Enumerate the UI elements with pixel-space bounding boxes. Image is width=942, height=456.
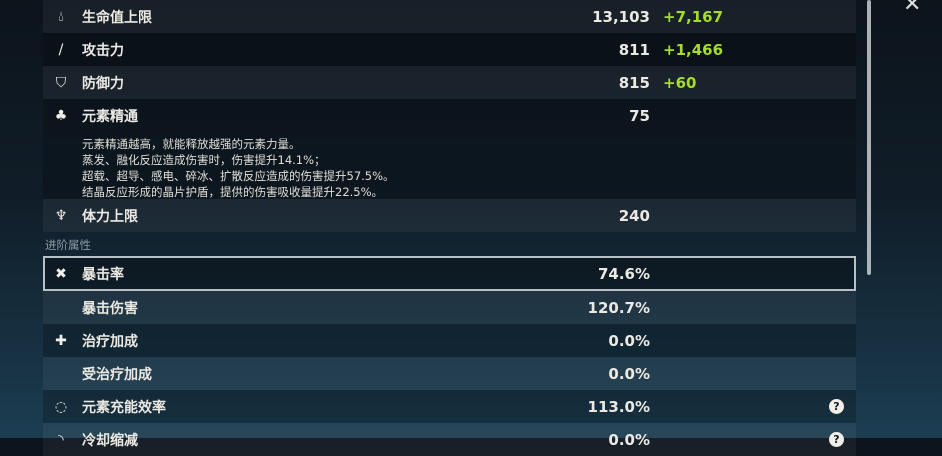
scrollbar[interactable] [867,0,871,275]
stat-label: 攻击力 [82,42,124,59]
stamina-icon: ♆ [54,207,68,224]
stat-row-energy-recharge[interactable]: ◌ 元素充能效率 113.0% ? [43,390,856,423]
character-attributes-panel: 💧︎ 生命值上限 13,103 +7,167 / 攻击力 811 +1,466 … [43,0,856,456]
shield-icon: ⛉ [55,74,67,91]
stat-value: 113.0% [587,397,650,416]
stat-row-incoming-healing[interactable]: 受治疗加成 0.0% [43,357,856,390]
stat-label: 暴击伤害 [82,300,138,317]
stat-row-def[interactable]: ⛉ 防御力 815 +60 [43,66,856,99]
stat-row-crit-rate[interactable]: ✖ 暴击率 74.6% [43,256,856,291]
sword-icon: / [58,41,64,58]
description-line: 超载、超导、感电、碎冰、扩散反应造成的伤害提升57.5%。 [82,169,395,183]
stat-label: 受治疗加成 [82,366,152,383]
description-line: 结晶反应形成的晶片护盾，提供的伤害吸收量提升22.5%。 [82,185,384,199]
stat-value: 811 [618,40,650,59]
stat-label: 体力上限 [82,208,138,225]
stat-value: 0.0% [608,430,650,449]
close-icon[interactable]: ✕ [903,0,922,17]
stat-row-elemental-mastery[interactable]: ♣ 元素精通 75 元素精通越高，就能释放越强的元素力量。 蒸发、融化反应造成伤… [43,99,856,199]
stat-label: 防御力 [82,75,124,92]
stat-bonus: +60 [663,73,697,92]
stat-row-healing-bonus[interactable]: ✚ 治疗加成 0.0% [43,324,856,357]
stat-value: 13,103 [592,7,650,26]
stat-value: 240 [618,206,650,225]
stat-bonus: +1,466 [663,40,724,59]
crit-star-icon: ✖ [55,265,67,282]
stat-value: 75 [629,106,650,125]
stat-label: 生命值上限 [82,9,152,26]
stat-row-atk[interactable]: / 攻击力 811 +1,466 [43,33,856,66]
description-line: 蒸发、融化反应造成伤害时，伤害提升14.1%； [82,153,326,167]
help-icon[interactable]: ? [829,432,844,447]
energy-recharge-icon: ◌ [54,398,68,415]
stat-value: 815 [618,73,650,92]
stat-value: 0.0% [608,331,650,350]
hp-drop-icon: 💧︎ [58,8,64,25]
elemental-mastery-description: 元素精通越高，就能释放越强的元素力量。 蒸发、融化反应造成伤害时，伤害提升14.… [43,132,856,206]
stat-label: 治疗加成 [82,333,138,350]
stat-label: 冷却缩减 [82,432,138,449]
stat-label: 暴击率 [82,266,124,283]
description-line: 元素精通越高，就能释放越强的元素力量。 [82,137,301,151]
stat-value: 120.7% [587,298,650,317]
stat-value: 0.0% [608,364,650,383]
elemental-mastery-icon: ♣ [54,107,68,124]
healing-cross-icon: ✚ [55,332,67,349]
cooldown-icon: ◝ [58,431,64,448]
section-title-advanced: 进阶属性 [45,238,91,252]
stat-row-crit-dmg[interactable]: 暴击伤害 120.7% [43,291,856,324]
stat-label: 元素精通 [82,108,138,125]
stat-label: 元素充能效率 [82,399,166,416]
help-icon[interactable]: ? [829,399,844,414]
stat-value: 74.6% [597,264,650,283]
stat-row-stamina[interactable]: ♆ 体力上限 240 [43,199,856,232]
stat-row-hp[interactable]: 💧︎ 生命值上限 13,103 +7,167 [43,0,856,33]
stat-row-cooldown-reduction[interactable]: ◝ 冷却缩减 0.0% ? [43,423,856,456]
stat-bonus: +7,167 [663,7,724,26]
